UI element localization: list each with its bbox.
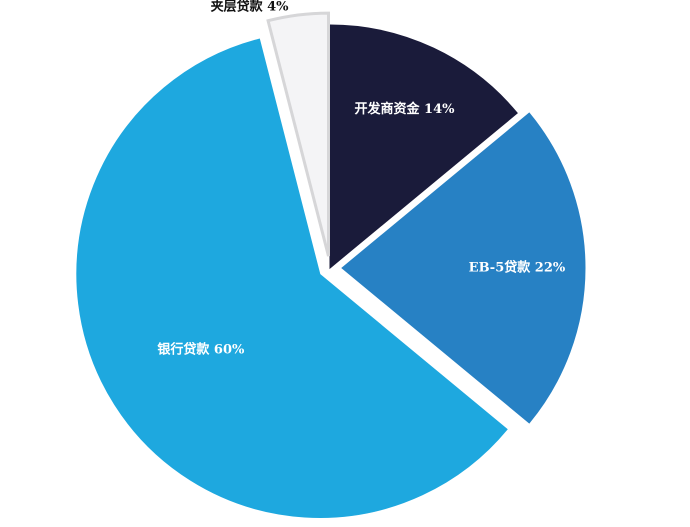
- pie-slice-eb5-loan: [341, 112, 586, 424]
- pie-label-mezzanine-loan: 夹层贷款 4%: [211, 0, 290, 15]
- pie-slice-mezzanine-loan: [266, 11, 330, 257]
- pie-label-developer-funds: 开发商资金 14%: [355, 101, 456, 117]
- pie-slice-bank-loan: [76, 38, 508, 518]
- pie-label-eb5-loan: EB-5贷款 22%: [469, 260, 566, 276]
- pie-label-bank-loan: 银行贷款 60%: [157, 341, 245, 357]
- pie-slice-developer-funds: [329, 24, 518, 270]
